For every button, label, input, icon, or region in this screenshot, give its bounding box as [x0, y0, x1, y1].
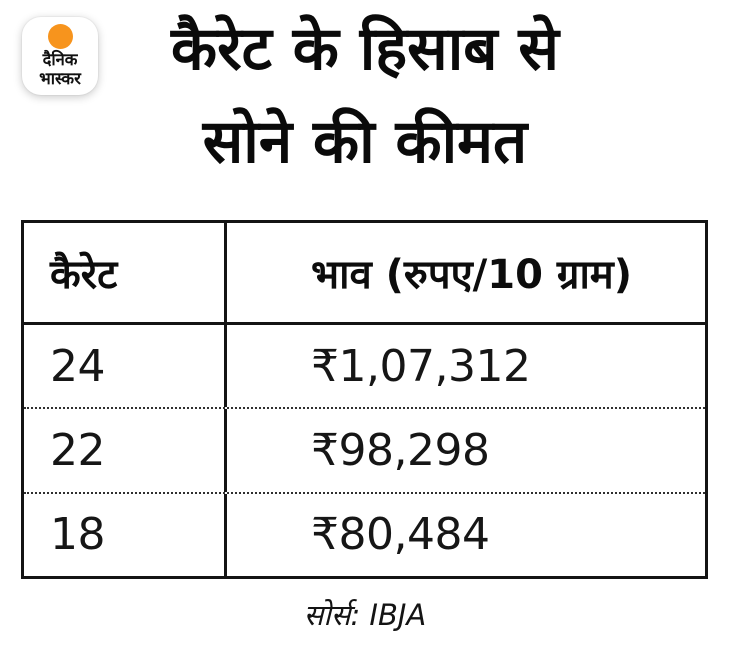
cell-price: ₹1,07,312: [311, 340, 531, 392]
cell-price: ₹80,484: [311, 509, 490, 561]
cell-carat: 22: [24, 409, 227, 492]
page-title-line1: कैरेट के हिसाब से: [171, 14, 559, 84]
source-line: सोर्स: IBJA: [303, 598, 427, 632]
page-title-line2: सोने की कीमत: [202, 107, 528, 177]
cell-carat: 18: [24, 493, 227, 576]
header-cell-price: भाव (रुपए/10 ग्राम): [311, 252, 633, 298]
logo-text-line1: दैनिक: [42, 50, 78, 69]
table-row: 18 ₹80,484: [24, 491, 705, 576]
table-row: 22 ₹98,298: [24, 407, 705, 492]
gold-price-table: कैरेट भाव (रुपए/10 ग्राम) 24 ₹1,07,312 2…: [21, 220, 708, 579]
logo-orange-dot-icon: [47, 24, 73, 49]
dainik-bhaskar-logo: दैनिक भास्कर: [22, 17, 98, 95]
logo-text-line2: भास्कर: [39, 68, 81, 88]
header-cell-carat: कैरेट: [24, 223, 227, 322]
cell-price: ₹98,298: [311, 424, 490, 476]
table-row: 24 ₹1,07,312: [24, 325, 705, 408]
table-header-row: कैरेट भाव (रुपए/10 ग्राम): [24, 223, 705, 325]
page-title: कैरेट के हिसाब से सोने की कीमत: [0, 0, 730, 189]
cell-carat: 24: [24, 325, 227, 408]
